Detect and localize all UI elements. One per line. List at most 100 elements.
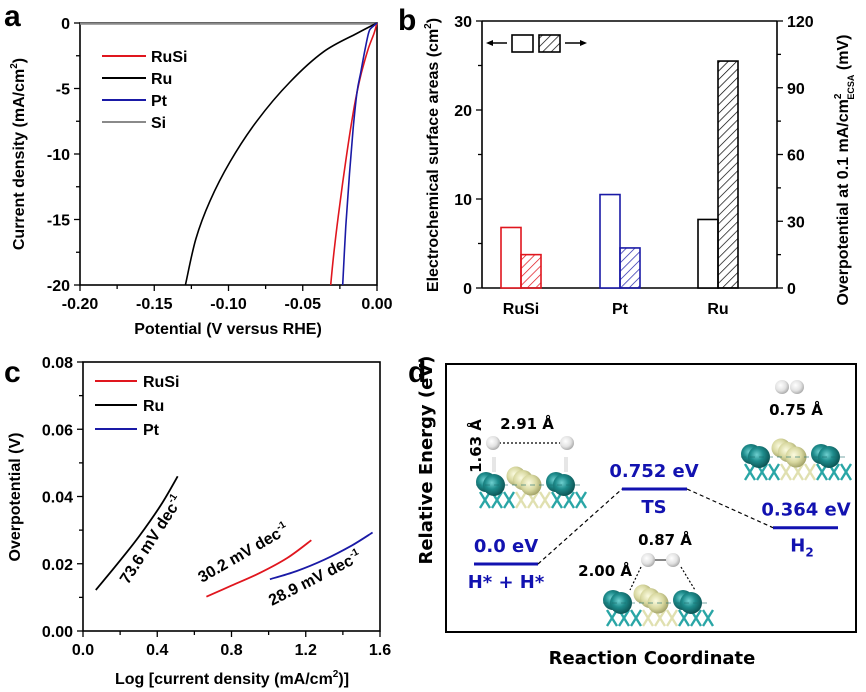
y-tick-label: 0.02 bbox=[42, 557, 73, 574]
lattice-bond bbox=[701, 609, 715, 627]
lattice-bond bbox=[629, 609, 643, 627]
panel-d-letter: d bbox=[408, 356, 426, 389]
distance-label: 0.87 Å bbox=[638, 530, 692, 549]
panel-c-plot-frame bbox=[82, 361, 381, 632]
slope-annotation-ru: 73.6 mV dec-1 bbox=[115, 491, 186, 587]
h-atom bbox=[790, 380, 804, 394]
y-tick-label: 0.06 bbox=[42, 422, 73, 439]
panel-b-y2label-end: (mV) bbox=[835, 35, 852, 75]
panel-b-ylabel-end: ) bbox=[425, 18, 442, 23]
panel-a-letter: a bbox=[4, 0, 21, 33]
h-atom bbox=[560, 436, 574, 450]
panel-c: c 0.0 0.4 0.8 1.2 1.6 0.00 0.02 0.04 0.06 0.08 RuS… bbox=[4, 355, 391, 688]
energy-value-label: 0.0 eV bbox=[474, 536, 538, 557]
lattice-bond bbox=[767, 463, 781, 481]
y-tick-label: 10 bbox=[454, 192, 472, 209]
lattice-bond bbox=[839, 463, 853, 481]
lattice-bond bbox=[779, 463, 793, 481]
x-category-label: RuSi bbox=[503, 301, 539, 318]
structure-h-h: 2.91 Å 1.63 Å bbox=[466, 414, 588, 509]
x-tick-label: 1.6 bbox=[369, 642, 391, 659]
legend-arrow-right-head bbox=[580, 40, 587, 46]
legend-open-swatch bbox=[511, 34, 534, 53]
series-line-pt bbox=[269, 531, 374, 581]
panel-c-letter: c bbox=[4, 356, 21, 389]
panel-a-xlabel: Potential (V versus RHE) bbox=[134, 321, 322, 338]
panel-a-ylabel-end: ) bbox=[11, 58, 28, 63]
bar-overpotential-pt bbox=[619, 247, 641, 289]
series-line-ru bbox=[95, 475, 179, 591]
state-name-label: H* + H* bbox=[468, 572, 545, 593]
panel-b-ylabel-sup: 2 bbox=[423, 23, 434, 29]
slab-3 bbox=[741, 438, 853, 481]
x-tick-label: -0.05 bbox=[285, 296, 322, 313]
state-name-main: H bbox=[790, 536, 805, 557]
y-tick-label: 0.04 bbox=[42, 490, 73, 507]
panel-d-ylabel: Relative Energy (eV) bbox=[416, 355, 437, 564]
panel-d-xlabel: Reaction Coordinate bbox=[549, 648, 756, 669]
x-tick-label: 1.2 bbox=[295, 642, 317, 659]
structure-ts: 0.87 Å 2.00 Å bbox=[578, 530, 715, 627]
bar-overpotential-rusi bbox=[520, 253, 542, 289]
panel-d: d Reaction Coordinate Relative Energy (e… bbox=[408, 355, 857, 669]
lattice-bond bbox=[502, 491, 516, 509]
lattice-bond bbox=[478, 491, 492, 509]
energy-value-label: 0.752 eV bbox=[609, 461, 698, 482]
panel-b-y2label-sup: 2 bbox=[833, 93, 844, 99]
distance-label: 2.91 Å bbox=[500, 414, 554, 433]
y-tick-label: 0 bbox=[463, 281, 472, 298]
lattice-bond bbox=[641, 609, 655, 627]
slope-value: 30.2 mV dec bbox=[196, 525, 285, 586]
legend-label-ru: Ru bbox=[151, 71, 172, 88]
slope-annotation-pt: 28.9 mV dec-1 bbox=[265, 546, 364, 609]
h-atom bbox=[775, 380, 789, 394]
lattice-bond bbox=[514, 491, 528, 509]
y-tick-label: 20 bbox=[454, 103, 472, 120]
distance-label: 1.63 Å bbox=[466, 419, 485, 473]
slab-2 bbox=[603, 584, 715, 627]
panel-d-frame bbox=[445, 363, 857, 633]
y-tick-label: -10 bbox=[47, 147, 70, 164]
bar-ecsa-pt bbox=[599, 193, 621, 289]
x-tick-label: 0.4 bbox=[146, 642, 168, 659]
lattice-bond bbox=[538, 491, 552, 509]
x-tick-label: 0.00 bbox=[361, 296, 392, 313]
lattice-bond bbox=[677, 609, 691, 627]
energy-value-label: 0.364 eV bbox=[761, 500, 850, 521]
x-tick-label: 0.8 bbox=[220, 642, 242, 659]
legend-label-pt: Pt bbox=[151, 93, 168, 110]
state-name-label: TS bbox=[641, 497, 666, 518]
legend-label-ru: Ru bbox=[143, 398, 164, 415]
series-line-ru bbox=[184, 22, 378, 285]
lattice-bond bbox=[665, 609, 679, 627]
x-tick-label: 0.0 bbox=[72, 642, 94, 659]
ts-distance-line bbox=[629, 566, 642, 591]
h-atom bbox=[486, 436, 500, 450]
connector-line bbox=[537, 488, 623, 565]
y2-tick-label: 90 bbox=[787, 81, 805, 98]
panel-c-xlabel: Log [current density (mA/cm2)] bbox=[115, 669, 349, 688]
slope-value: 28.9 mV dec bbox=[266, 552, 356, 609]
x-category-label: Pt bbox=[612, 301, 629, 318]
legend-label-pt: Pt bbox=[143, 422, 160, 439]
panel-c-xlabel-main: Log [current density (mA/cm bbox=[115, 671, 333, 688]
series-line-pt bbox=[341, 22, 378, 285]
panel-c-xlabel-sup: 2 bbox=[333, 669, 339, 680]
panel-b-y2label: Overpotential at 0.1 mA/cm2 ECSA (mV) bbox=[833, 35, 856, 306]
y-tick-label: 0.00 bbox=[42, 624, 73, 641]
legend-hatched-swatch bbox=[538, 34, 561, 53]
y2-tick-label: 30 bbox=[787, 214, 805, 231]
lattice-bond bbox=[574, 491, 588, 509]
h-atom bbox=[641, 553, 655, 567]
panel-a-ylabel-sup: 2 bbox=[9, 63, 20, 69]
panel-b-ylabel-main: Electrochemical surface areas (cm bbox=[425, 29, 442, 292]
slab-1 bbox=[476, 466, 588, 509]
state-name-sub: 2 bbox=[805, 546, 813, 560]
structure-h2: 0.75 Å bbox=[741, 380, 853, 481]
connector-line bbox=[686, 488, 774, 529]
panel-a-ylabel: Current density (mA/cm2) bbox=[9, 58, 28, 250]
y2-tick-label: 60 bbox=[787, 148, 805, 165]
slope-value: 73.6 mV dec bbox=[117, 500, 182, 587]
panel-a-plot-frame bbox=[79, 22, 378, 286]
panel-b-y2label-main: Overpotential at 0.1 mA/cm bbox=[835, 99, 852, 305]
